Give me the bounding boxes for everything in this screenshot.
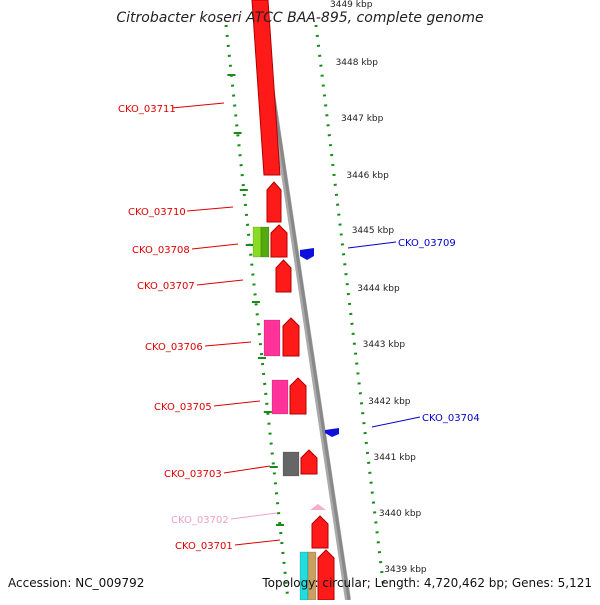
gene-leader-right xyxy=(371,416,421,428)
gene-label-right: CKO_03704 xyxy=(422,413,480,424)
cds-03704 xyxy=(325,428,339,437)
scale-label: 3440 kbp xyxy=(379,509,422,519)
gene-leader-left xyxy=(234,539,281,546)
gene-label-left: CKO_03703 xyxy=(164,469,222,480)
gene-leader-left xyxy=(171,102,225,109)
outer-tick-line xyxy=(314,24,386,591)
cds-bottom xyxy=(317,549,335,601)
scale-label: 3442 kbp xyxy=(368,397,411,407)
gene-label-left: CKO_03708 xyxy=(132,245,190,256)
scale-label: 3447 kbp xyxy=(341,114,384,124)
scale-label: 3439 kbp xyxy=(384,565,427,575)
scale-label: 3449 kbp xyxy=(330,0,373,10)
trna-03708a xyxy=(252,226,262,258)
gene-label-left: CKO_03702 xyxy=(171,515,229,526)
gene-label-left: CKO_03711 xyxy=(118,104,176,115)
gene-leader-left xyxy=(191,243,239,250)
inner-tick-line xyxy=(224,24,290,601)
gene-label-left: CKO_03710 xyxy=(128,207,186,218)
cds-03701 xyxy=(311,515,329,549)
feature-03703 xyxy=(282,451,300,477)
gene-leader-left xyxy=(213,400,261,407)
gene-leader-left xyxy=(186,206,234,212)
genome-title: Citrobacter koseri ATCC BAA-895, complet… xyxy=(116,10,484,26)
scale-label: 3445 kbp xyxy=(352,226,395,236)
gene-leader-left xyxy=(204,341,252,347)
cds-03706 xyxy=(282,317,300,357)
scale-label: 3448 kbp xyxy=(336,58,379,68)
cds-03711 xyxy=(251,0,281,176)
gene-label-left: CKO_03705 xyxy=(154,402,212,413)
topology-text: Topology: circular; Length: 4,720,462 bp… xyxy=(262,576,592,590)
feature-03702 xyxy=(310,504,326,510)
accession-text: Accession: NC_009792 xyxy=(8,576,145,590)
gene-leader-left xyxy=(196,279,244,286)
scale-label: 3446 kbp xyxy=(346,171,389,181)
feature-03705 xyxy=(271,379,289,415)
cds-03707 xyxy=(275,259,292,293)
gene-label-left: CKO_03701 xyxy=(175,541,233,552)
cds-03710 xyxy=(266,181,282,223)
scale-label: 3443 kbp xyxy=(363,340,406,350)
gene-leader-right xyxy=(347,241,397,249)
gene-leader-left xyxy=(223,465,271,474)
scale-label: 3441 kbp xyxy=(373,453,416,463)
cds-03703 xyxy=(300,449,318,475)
trna-03708b xyxy=(260,226,270,258)
gene-label-left: CKO_03706 xyxy=(145,342,203,353)
cds-03709 xyxy=(300,248,314,260)
gene-leader-left xyxy=(230,512,278,520)
cds-03705 xyxy=(289,377,307,415)
scale-label: 3444 kbp xyxy=(357,284,400,294)
gene-label-left: CKO_03707 xyxy=(137,281,195,292)
feature-03706 xyxy=(263,319,281,357)
gene-label-right: CKO_03709 xyxy=(398,238,456,249)
cds-03708 xyxy=(270,224,288,258)
